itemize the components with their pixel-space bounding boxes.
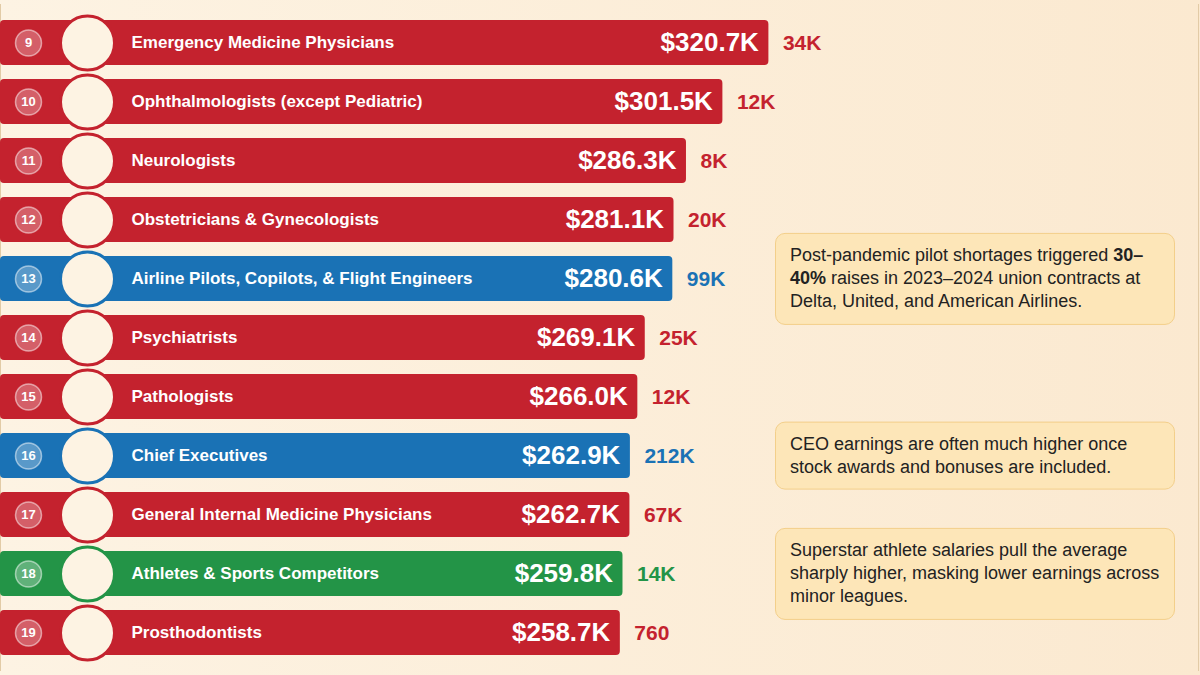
svg-text:760: 760 bbox=[634, 621, 669, 644]
svg-text:$281.1K: $281.1K bbox=[566, 204, 665, 234]
svg-text:12K: 12K bbox=[652, 385, 691, 408]
svg-text:14: 14 bbox=[21, 330, 36, 345]
svg-text:$258.7K: $258.7K bbox=[512, 617, 611, 647]
svg-text:$266.0K: $266.0K bbox=[530, 381, 629, 411]
svg-text:15: 15 bbox=[21, 389, 35, 404]
svg-text:Neurologists: Neurologists bbox=[132, 151, 236, 170]
svg-text:67K: 67K bbox=[644, 503, 683, 526]
svg-text:19: 19 bbox=[21, 625, 35, 640]
svg-text:17: 17 bbox=[21, 507, 35, 522]
svg-text:Airline Pilots, Copilots, & Fl: Airline Pilots, Copilots, & Flight Engin… bbox=[132, 269, 473, 288]
svg-text:34K: 34K bbox=[783, 31, 822, 54]
svg-text:16: 16 bbox=[21, 448, 35, 463]
svg-text:Athletes & Sports Competitors: Athletes & Sports Competitors bbox=[132, 564, 379, 583]
svg-text:$269.1K: $269.1K bbox=[537, 322, 636, 352]
svg-text:Prosthodontists: Prosthodontists bbox=[132, 623, 262, 642]
svg-text:$259.8K: $259.8K bbox=[515, 558, 614, 588]
svg-text:$280.6K: $280.6K bbox=[565, 263, 664, 293]
svg-text:18: 18 bbox=[21, 566, 35, 581]
svg-text:20K: 20K bbox=[688, 208, 727, 231]
svg-text:13: 13 bbox=[21, 271, 35, 286]
svg-text:8K: 8K bbox=[700, 149, 727, 172]
svg-text:$286.3K: $286.3K bbox=[578, 145, 677, 175]
svg-text:99K: 99K bbox=[687, 267, 726, 290]
svg-text:14K: 14K bbox=[637, 562, 676, 585]
svg-text:Ophthalmologists (except Pedia: Ophthalmologists (except Pediatric) bbox=[132, 92, 423, 111]
svg-text:$301.5K: $301.5K bbox=[615, 86, 714, 116]
html-text:CEO earnings are often much hi: CEO earnings are often much higher once … bbox=[790, 433, 1128, 477]
svg-text:12: 12 bbox=[21, 212, 35, 227]
svg-text:12K: 12K bbox=[737, 90, 776, 113]
svg-text:25K: 25K bbox=[659, 326, 698, 349]
svg-text:Emergency Medicine Physicians: Emergency Medicine Physicians bbox=[132, 33, 395, 52]
svg-text:$320.7K: $320.7K bbox=[661, 27, 760, 57]
html-text:Superstar athlete salaries pul: Superstar athlete salaries pull the aver… bbox=[790, 539, 1160, 607]
svg-text:$262.9K: $262.9K bbox=[522, 440, 621, 470]
svg-text:Chief Executives: Chief Executives bbox=[132, 446, 268, 465]
svg-text:General Internal Medicine Phys: General Internal Medicine Physicians bbox=[132, 505, 432, 524]
svg-text:9: 9 bbox=[25, 35, 32, 50]
svg-text:Obstetricians & Gynecologists: Obstetricians & Gynecologists bbox=[132, 210, 380, 229]
svg-text:Psychiatrists: Psychiatrists bbox=[132, 328, 238, 347]
svg-text:10: 10 bbox=[21, 94, 35, 109]
html-text:Post-pandemic pilot shortages: Post-pandemic pilot shortages triggered … bbox=[790, 244, 1144, 312]
svg-text:11: 11 bbox=[22, 153, 36, 168]
svg-text:$262.7K: $262.7K bbox=[522, 499, 621, 529]
svg-text:212K: 212K bbox=[644, 444, 694, 467]
svg-text:Pathologists: Pathologists bbox=[132, 387, 234, 406]
